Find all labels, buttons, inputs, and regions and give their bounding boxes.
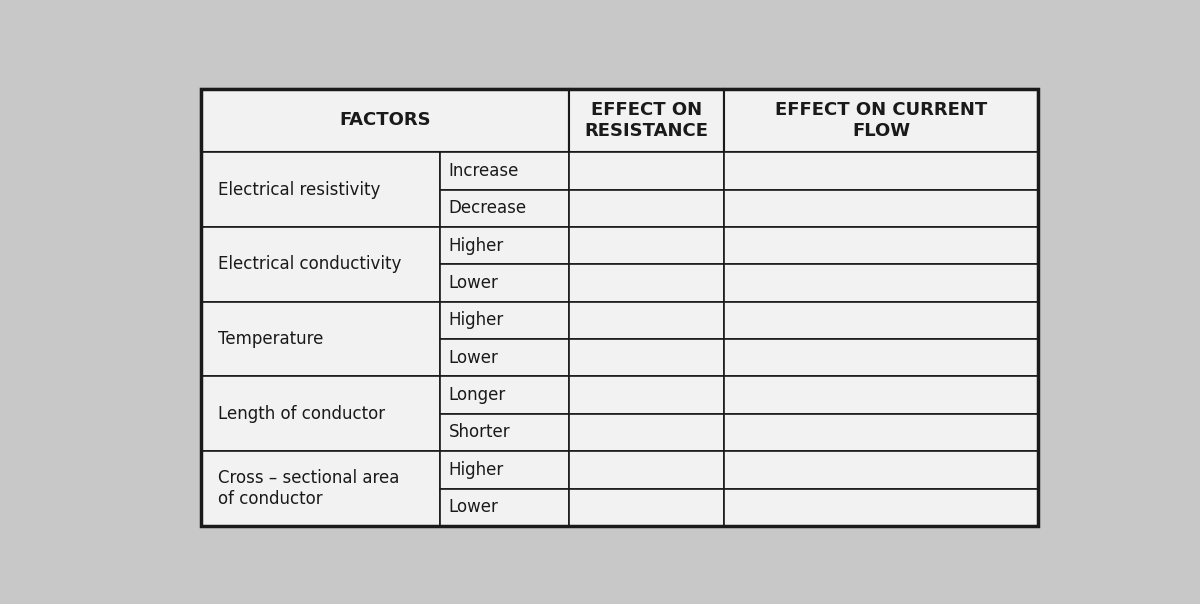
Text: Increase: Increase [449, 162, 520, 180]
Text: Cross – sectional area
of conductor: Cross – sectional area of conductor [218, 469, 400, 508]
Text: Lower: Lower [449, 349, 499, 367]
Text: FACTORS: FACTORS [340, 112, 431, 129]
Text: Length of conductor: Length of conductor [218, 405, 385, 423]
Bar [202, 89, 570, 152]
Bar [202, 152, 439, 227]
Text: Higher: Higher [449, 311, 504, 329]
Bar [202, 89, 1038, 526]
Bar [725, 89, 1038, 152]
Bar [202, 227, 439, 301]
Bar [570, 265, 725, 301]
Bar [725, 301, 1038, 339]
Bar [725, 339, 1038, 376]
Bar [725, 489, 1038, 526]
Bar [439, 376, 570, 414]
Bar [202, 451, 439, 526]
Bar [570, 301, 725, 339]
Bar [725, 451, 1038, 489]
Text: Shorter: Shorter [449, 423, 510, 442]
Text: Higher: Higher [449, 461, 504, 479]
Bar [725, 414, 1038, 451]
Bar [439, 190, 570, 227]
Bar [570, 339, 725, 376]
Bar [570, 451, 725, 489]
Bar [439, 152, 570, 190]
Text: Higher: Higher [449, 237, 504, 255]
Bar [202, 376, 439, 451]
Text: Electrical conductivity: Electrical conductivity [218, 255, 401, 273]
Bar [570, 89, 725, 152]
Bar [570, 489, 725, 526]
Bar [202, 89, 1038, 526]
Bar [725, 265, 1038, 301]
Bar [439, 414, 570, 451]
Text: EFFECT ON CURRENT
FLOW: EFFECT ON CURRENT FLOW [775, 101, 988, 140]
Bar [202, 301, 439, 376]
Text: Electrical resistivity: Electrical resistivity [218, 181, 380, 199]
Bar [439, 339, 570, 376]
Bar [439, 227, 570, 265]
Text: Lower: Lower [449, 274, 499, 292]
Text: Temperature: Temperature [218, 330, 323, 348]
Bar [570, 190, 725, 227]
Text: Decrease: Decrease [449, 199, 527, 217]
Bar [725, 190, 1038, 227]
Bar [439, 489, 570, 526]
Text: EFFECT ON
RESISTANCE: EFFECT ON RESISTANCE [584, 101, 709, 140]
Bar [439, 265, 570, 301]
Text: Longer: Longer [449, 386, 506, 404]
Bar [570, 376, 725, 414]
Bar [725, 376, 1038, 414]
Bar [439, 451, 570, 489]
Bar [570, 227, 725, 265]
Bar [570, 152, 725, 190]
Bar [570, 414, 725, 451]
Text: Lower: Lower [449, 498, 499, 516]
Bar [439, 301, 570, 339]
Bar [725, 227, 1038, 265]
Bar [725, 152, 1038, 190]
